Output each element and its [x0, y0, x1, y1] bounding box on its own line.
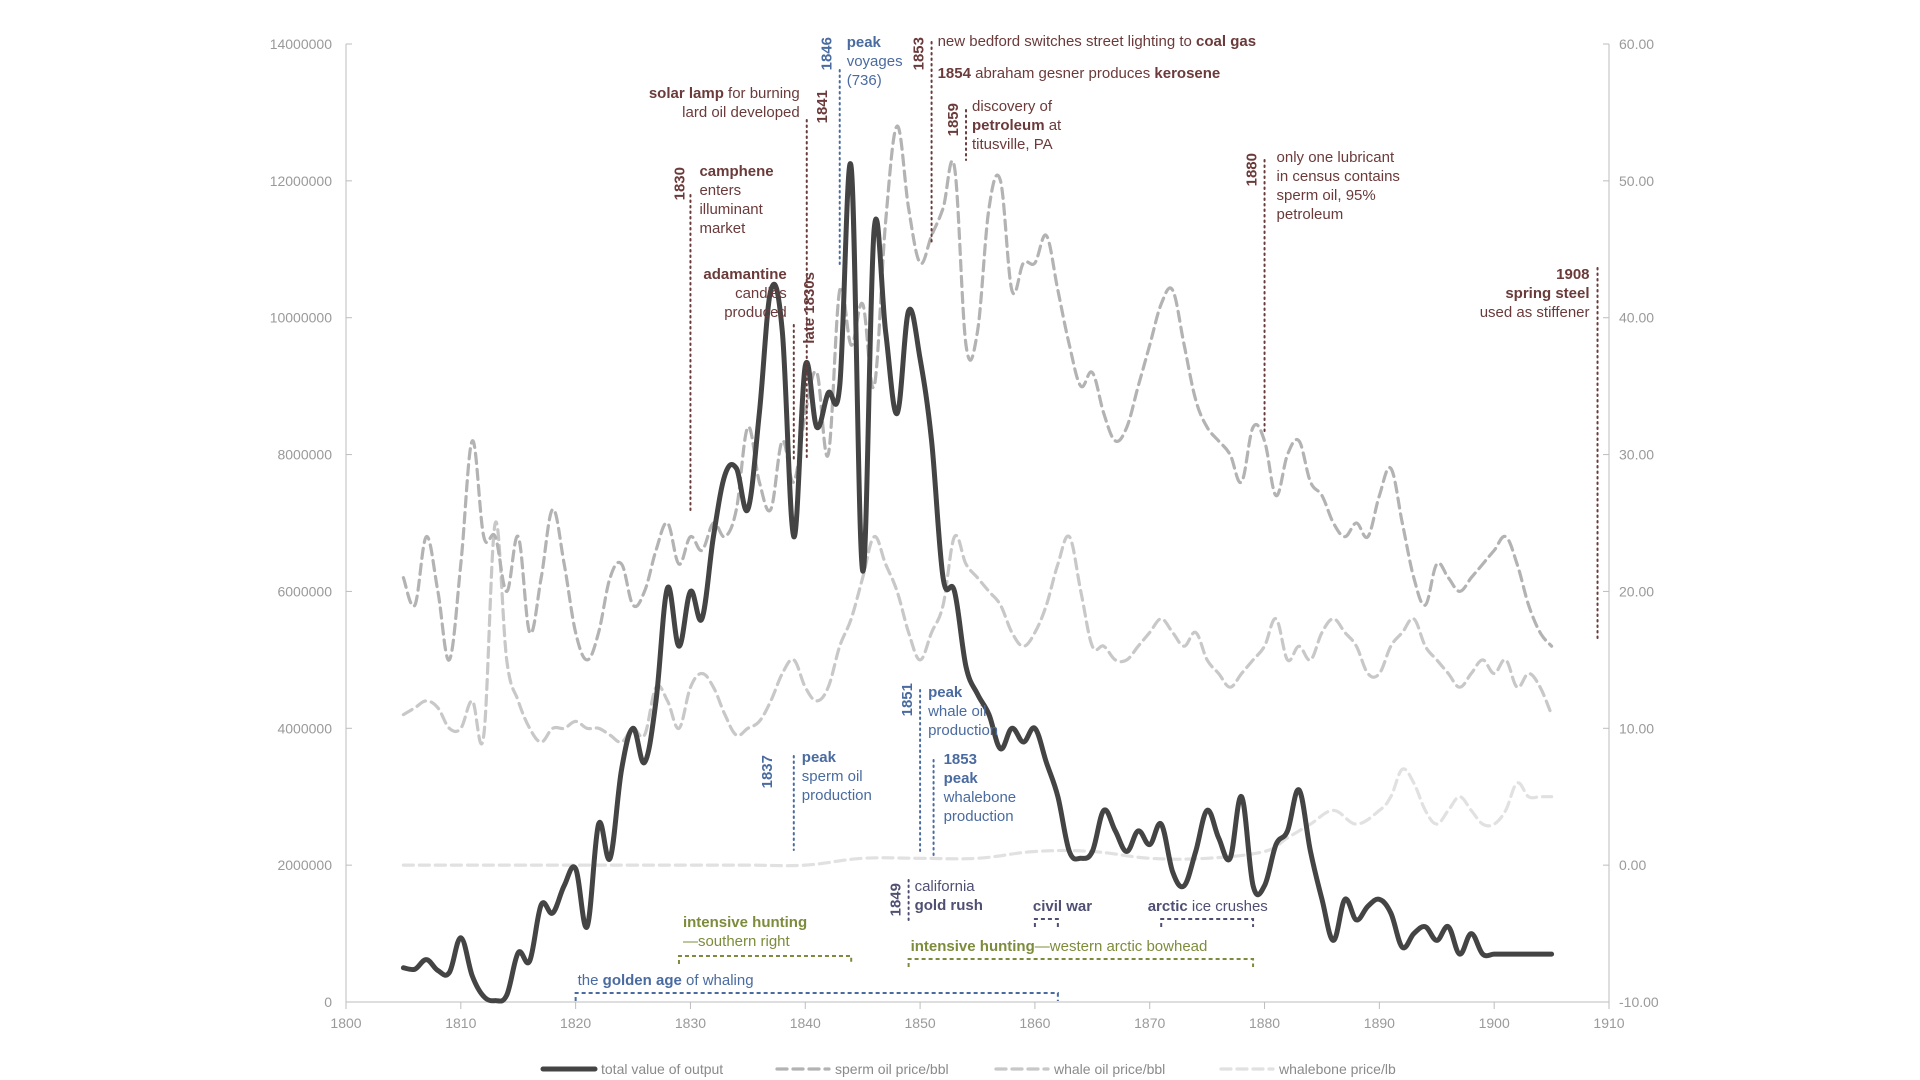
x-tick-label: 1830: [675, 1015, 706, 1031]
annotation-kerosene: 1854 abraham gesner produces kerosene: [938, 65, 1221, 82]
x-tick-label: 1910: [1593, 1015, 1624, 1031]
annotation-peak-voyages: peak voyages (736): [847, 34, 903, 89]
axes: 0 2000000 4000000 6000000 8000000 10000000 120…: [270, 36, 1659, 1031]
period-bracket: [907, 958, 1255, 967]
y-left-tick-label: 0: [324, 994, 332, 1010]
y-right-tick-label: 10.00: [1619, 720, 1654, 736]
series-line-sperm-oil-price-bbl: [401, 124, 1554, 662]
annotation-camphene: camphene enters illuminant market: [699, 163, 773, 237]
y-right-tick-label: 50.00: [1619, 173, 1654, 189]
annotation-year: late 1830s: [801, 272, 818, 344]
y-right-tick-label: 20.00: [1619, 583, 1654, 599]
annotation-peak-whalebone: 1853 peak whalebone production: [943, 751, 1017, 825]
annotation-year: 1851: [899, 683, 916, 716]
annotation-year: 1853: [911, 37, 928, 70]
y-left-tick-label: 12000000: [270, 173, 333, 189]
period-label: the golden age of whaling: [578, 972, 754, 989]
period-bracket: [677, 955, 853, 964]
y-right-tick-label: 30.00: [1619, 447, 1654, 463]
period-bracket: [1160, 918, 1255, 927]
legend-label: sperm oil price/bbl: [835, 1061, 949, 1077]
annotation-year: 1841: [814, 90, 831, 123]
x-tick-label: 1900: [1479, 1015, 1510, 1031]
annotation-year: 1859: [945, 103, 962, 136]
annotation-year: 1846: [819, 37, 836, 70]
y-right-tick-label: 40.00: [1619, 310, 1654, 326]
series-line-whalebone-price-lb: [401, 767, 1554, 868]
annotation-year: 1880: [1244, 153, 1261, 186]
x-tick-label: 1850: [905, 1015, 936, 1031]
annotation-solar-lamp: solar lamp for burning lard oil developed: [649, 85, 800, 121]
y-left-tick-label: 2000000: [277, 857, 332, 873]
period-bracket: [1033, 918, 1059, 927]
y-left-tick-label: 6000000: [277, 583, 332, 599]
annotation-coal-gas: new bedford switches street lighting to …: [938, 33, 1257, 50]
period-label: —southern right: [683, 933, 791, 950]
annotation-peak-whale-oil: peak whale oil production: [927, 684, 998, 739]
x-tick-label: 1890: [1364, 1015, 1395, 1031]
period-label: arctic ice crushes: [1148, 898, 1268, 915]
annotation-gold-rush: california gold rush: [915, 878, 983, 914]
legend-label: whalebone price/lb: [1278, 1061, 1396, 1077]
annotation-year: 1837: [759, 755, 776, 788]
legend-label: total value of output: [601, 1061, 723, 1077]
x-tick-label: 1810: [445, 1015, 476, 1031]
period-label: intensive hunting—western arctic bowhead: [911, 938, 1208, 955]
annotation-spring-steel: 1908 spring steel used as stiffener: [1480, 266, 1590, 321]
period-brackets: intensive hunting —southern right intensiv…: [574, 898, 1268, 1001]
y-left-tick-label: 8000000: [277, 447, 332, 463]
y-left-tick-label: 4000000: [277, 720, 332, 736]
legend: total value of output sperm oil price/bbl…: [540, 1061, 1396, 1077]
x-tick-label: 1820: [560, 1015, 591, 1031]
series-line-total-value-of-output: [400, 161, 1555, 1004]
x-tick-label: 1870: [1134, 1015, 1165, 1031]
series-line-whale-oil-price-bbl: [401, 520, 1554, 746]
annotation-lubricant: only one lubricant in census contains sper…: [1277, 149, 1400, 223]
annotation-year: 1830: [671, 167, 688, 200]
y-left-tick-label: 14000000: [270, 36, 333, 52]
series-lines: [400, 124, 1555, 1004]
x-tick-label: 1860: [1019, 1015, 1050, 1031]
y-right-tick-label: 0.00: [1619, 857, 1646, 873]
annotation-petroleum: discovery of petroleum at titusville, PA: [972, 98, 1062, 153]
y-right-tick-label: 60.00: [1619, 36, 1654, 52]
period-label: intensive hunting: [683, 914, 807, 931]
x-tick-label: 1840: [790, 1015, 821, 1031]
annotation-peak-sperm-oil: peak sperm oil production: [802, 749, 872, 804]
annotations: 1830 camphene enters illuminant market late 1…: [649, 33, 1599, 921]
period-label: civil war: [1033, 898, 1092, 915]
period-bracket: [574, 992, 1059, 1001]
x-tick-label: 1880: [1249, 1015, 1280, 1031]
annotation-adamantine: adamantine candles produced: [703, 266, 786, 321]
annotation-year: 1849: [888, 883, 905, 916]
y-right-tick-label: -10.00: [1619, 994, 1659, 1010]
y-left-tick-label: 10000000: [270, 310, 333, 326]
x-tick-label: 1800: [330, 1015, 361, 1031]
legend-label: whale oil price/bbl: [1053, 1061, 1165, 1077]
